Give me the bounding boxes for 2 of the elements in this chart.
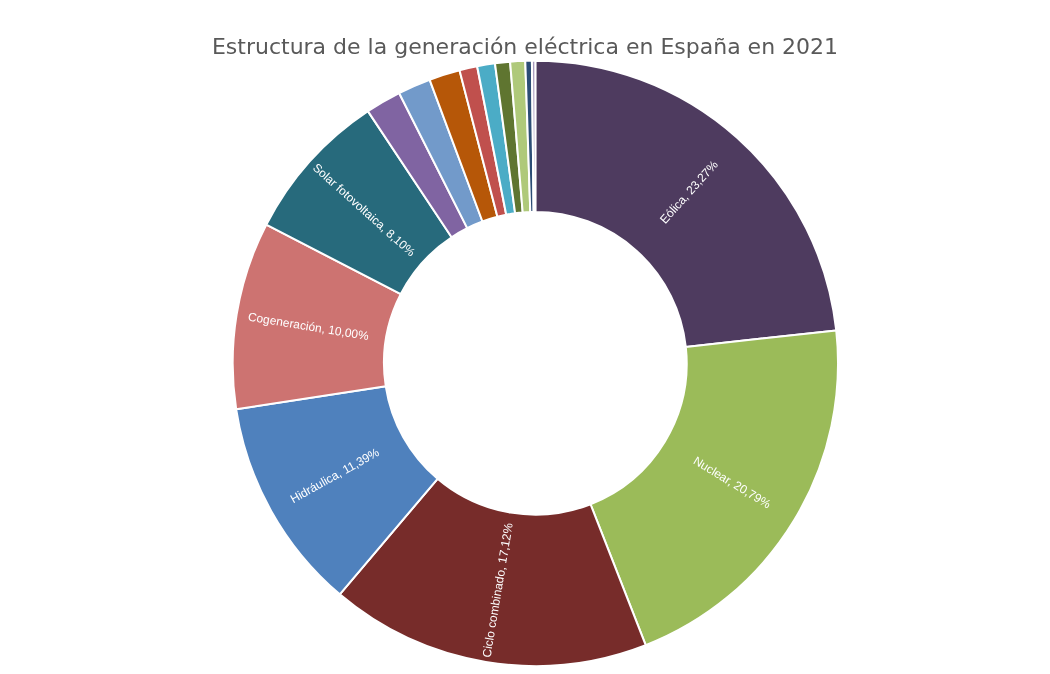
chart-title: Estructura de la generación eléctrica en España en 2021: [211, 33, 839, 59]
slice-label: Ciclo combinado, 17,12%: [479, 521, 516, 659]
